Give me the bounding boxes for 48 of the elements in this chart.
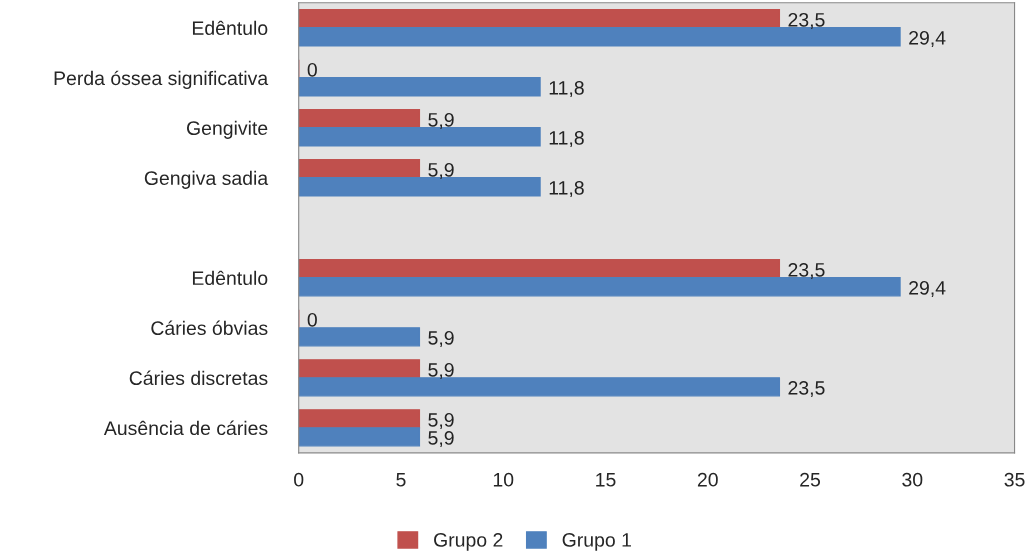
data-label: 0 — [307, 312, 317, 327]
bar — [298, 159, 421, 179]
data-label: 5,9 — [428, 330, 454, 348]
data-label: 5,9 — [428, 112, 454, 130]
y-tick-label: Edêntulo — [192, 20, 268, 36]
y-tick-label: Ausência de cáries — [103, 420, 268, 436]
y-tick-label: Perda óssea significativa — [54, 70, 269, 89]
legend-label: Grupo 1 — [562, 533, 631, 551]
y-tick-label: Gengivite — [186, 120, 268, 139]
y-tick-label: Edêntulo — [192, 270, 268, 286]
x-tick-label: 10 — [493, 472, 514, 487]
bar — [298, 177, 541, 197]
data-label: 5,9 — [428, 412, 454, 430]
data-label: 11,8 — [549, 180, 584, 198]
data-label: 5,9 — [428, 430, 454, 448]
data-label: 23,5 — [788, 12, 825, 29]
data-label: 23,5 — [788, 262, 825, 280]
bar — [298, 27, 901, 47]
y-tick-label: Gengiva sadia — [144, 170, 269, 189]
x-tick-label: 30 — [902, 472, 923, 487]
x-tick-label: 20 — [697, 472, 718, 487]
data-label: 5,9 — [428, 362, 454, 380]
bar — [298, 359, 421, 379]
data-label: 11,8 — [549, 130, 584, 148]
data-label: 29,4 — [909, 280, 946, 298]
bar — [298, 127, 541, 147]
legend-label: Grupo 2 — [434, 533, 503, 551]
x-tick-label: 35 — [1004, 472, 1025, 487]
data-label: 5,9 — [428, 162, 454, 180]
bar — [298, 77, 541, 97]
data-label: 0 — [307, 62, 317, 77]
bar — [298, 377, 781, 397]
bar — [298, 109, 421, 129]
y-tick-label: Cáries discretas — [129, 370, 268, 386]
x-tick-label: 0 — [294, 472, 304, 487]
data-label: 23,5 — [788, 380, 825, 398]
bar — [298, 327, 421, 347]
bar — [298, 427, 421, 447]
bar — [298, 9, 781, 29]
data-label: 29,4 — [909, 30, 946, 48]
bar — [298, 409, 421, 429]
data-label: 11,8 — [549, 80, 584, 98]
x-tick-label: 25 — [800, 472, 821, 487]
bar — [298, 277, 901, 297]
x-tick-label: 5 — [396, 473, 406, 487]
x-tick-label: 15 — [596, 473, 616, 487]
bar — [298, 259, 781, 279]
y-tick-label: Cáries óbvias — [151, 320, 268, 336]
